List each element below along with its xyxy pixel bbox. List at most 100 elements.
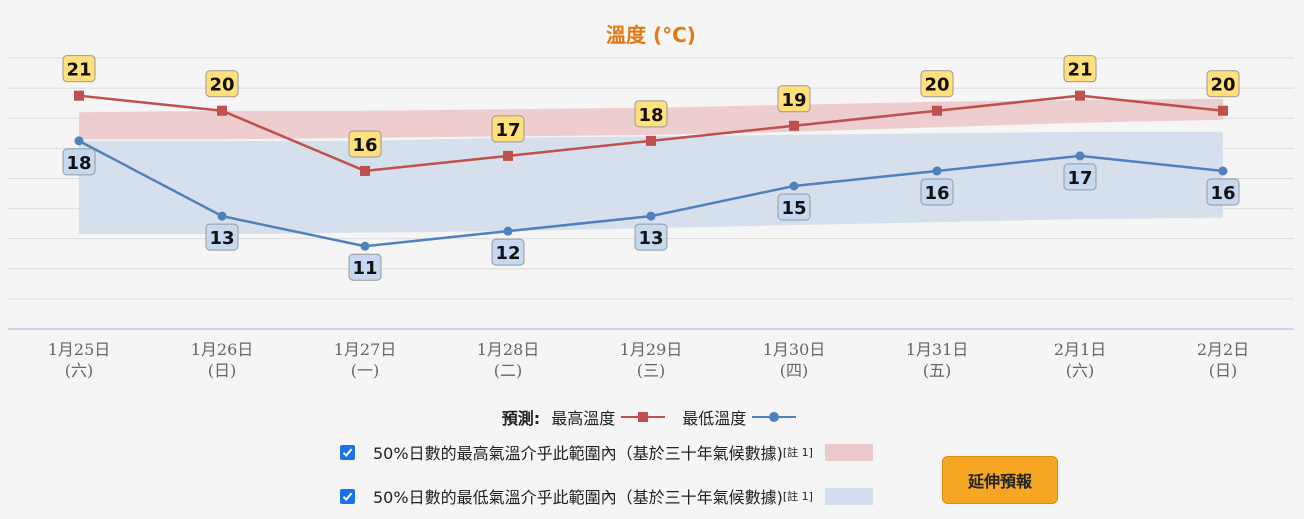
series-0-label-6: 20 <box>920 70 954 98</box>
label-text: 18 <box>638 105 663 126</box>
series-0-point-5 <box>789 120 799 131</box>
chart-title: 溫度 (°C) <box>606 23 696 47</box>
label-box <box>1206 178 1240 206</box>
x-tick-date-4: 1月29日 <box>620 340 683 359</box>
series-1-label-1: 13 <box>205 223 239 251</box>
label-text: 18 <box>66 153 91 174</box>
x-tick-weekday-6: (五) <box>923 361 952 380</box>
label-text: 20 <box>209 75 234 96</box>
legend-item-max[interactable]: 最高溫度 <box>551 405 666 429</box>
chart-x-axis: 1月25日 (六) 1月26日 (日) 1月27日 (一) 1月28日 (二) 1月29日 (三)… <box>48 340 1249 380</box>
series-0-label-7: 21 <box>1063 55 1097 83</box>
series-1-label-7: 17 <box>1063 163 1097 191</box>
label-box <box>634 100 668 128</box>
label-box <box>1063 55 1097 83</box>
label-text: 13 <box>209 228 234 249</box>
series-1-point-0 <box>74 136 84 146</box>
x-tick-date-8: 2月2日 <box>1197 340 1249 359</box>
series-0-point-6 <box>932 105 942 116</box>
label-text: 20 <box>1210 75 1235 96</box>
series-1-point-5 <box>789 181 799 191</box>
label-text: 19 <box>781 90 806 111</box>
label-text: 15 <box>781 198 806 219</box>
label-box <box>920 178 954 206</box>
checkmark-icon <box>342 492 353 501</box>
series-0-point-7 <box>1075 90 1085 101</box>
series-0-label-5: 19 <box>777 85 811 113</box>
x-tick-date-3: 1月28日 <box>477 340 540 359</box>
checkmark-icon <box>342 448 353 457</box>
label-text: 12 <box>495 243 520 264</box>
extended-forecast-button[interactable]: 延伸預報 <box>942 456 1058 504</box>
label-box <box>491 238 525 266</box>
series-0-point-1 <box>217 105 227 116</box>
x-tick-date-6: 1月31日 <box>906 340 969 359</box>
chart-legend: 預測: 最高溫度 最低溫度 <box>0 405 1304 429</box>
series-0-point-0 <box>74 90 84 101</box>
max-band-note[interactable]: [註 1] <box>782 446 813 459</box>
series-1-label-0: 18 <box>62 148 96 176</box>
x-tick-weekday-2: (一) <box>351 361 380 380</box>
series-0-label-2: 16 <box>348 130 382 158</box>
series-0-label-4: 18 <box>634 100 668 128</box>
series-0-point-3 <box>503 150 513 161</box>
min-band-note[interactable]: [註 1] <box>782 490 813 503</box>
label-box <box>62 148 96 176</box>
label-box <box>920 70 954 98</box>
label-text: 17 <box>1067 168 1092 189</box>
label-box <box>348 253 382 281</box>
label-box <box>634 223 668 251</box>
label-text: 20 <box>924 75 949 96</box>
x-tick-date-2: 1月27日 <box>334 340 397 359</box>
label-box <box>777 193 811 221</box>
max-band-checkbox[interactable] <box>340 444 355 460</box>
label-box <box>777 85 811 113</box>
series-1-label-2: 11 <box>348 253 382 281</box>
series-1-label-8: 16 <box>1206 178 1240 206</box>
min-band-label: 50%日數的最低氣溫介乎此範圍內（基於三十年氣候數據) <box>373 488 783 507</box>
label-box <box>62 55 96 83</box>
legend-max-line-icon <box>621 412 666 422</box>
chart-series-lines <box>74 90 1228 251</box>
x-tick-weekday-3: (二) <box>494 361 523 380</box>
chart-data-labels: 21 20 16 17 18 19 20 21 20 18 13 11 12 13 15 16 17 16 <box>62 55 1240 281</box>
x-tick-date-1: 1月26日 <box>191 340 254 359</box>
label-text: 16 <box>1210 183 1235 204</box>
label-box <box>205 70 239 98</box>
max-band-label: 50%日數的最高氣溫介乎此範圍內（基於三十年氣候數據) <box>373 444 783 463</box>
series-0-label-8: 20 <box>1206 70 1240 98</box>
legend-prefix: 預測: <box>501 409 541 428</box>
x-tick-weekday-1: (日) <box>208 361 237 380</box>
x-tick-weekday-7: (六) <box>1066 361 1095 380</box>
label-text: 13 <box>638 228 663 249</box>
x-tick-weekday-4: (三) <box>637 361 666 380</box>
label-box <box>1063 163 1097 191</box>
series-1-label-4: 13 <box>634 223 668 251</box>
label-text: 21 <box>66 60 91 81</box>
label-box <box>1206 70 1240 98</box>
min-band-checkbox[interactable] <box>340 488 355 504</box>
x-tick-date-0: 1月25日 <box>48 340 111 359</box>
series-1-label-6: 16 <box>920 178 954 206</box>
legend-max-label: 最高溫度 <box>551 409 616 428</box>
label-text: 17 <box>495 120 520 141</box>
label-text: 16 <box>352 135 377 156</box>
series-0-point-4 <box>646 135 656 146</box>
label-box <box>491 115 525 143</box>
option-max-band: 50%日數的最高氣溫介乎此範圍內（基於三十年氣候數據) [註 1] <box>340 440 873 464</box>
legend-min-line-icon <box>752 412 797 422</box>
series-1-point-6 <box>932 166 942 176</box>
label-text: 11 <box>352 258 377 279</box>
legend-min-label: 最低溫度 <box>682 409 747 428</box>
min-band-swatch <box>824 487 873 505</box>
series-1-point-8 <box>1218 166 1228 176</box>
x-tick-weekday-0: (六) <box>65 361 94 380</box>
x-tick-date-7: 2月1日 <box>1054 340 1106 359</box>
legend-item-min[interactable]: 最低溫度 <box>682 405 797 429</box>
series-0-label-1: 20 <box>205 70 239 98</box>
series-1-point-2 <box>360 241 370 251</box>
option-min-band: 50%日數的最低氣溫介乎此範圍內（基於三十年氣候數據) [註 1] <box>340 484 873 508</box>
series-0-label-3: 17 <box>491 115 525 143</box>
label-text: 16 <box>924 183 949 204</box>
series-0-point-2 <box>360 165 370 176</box>
